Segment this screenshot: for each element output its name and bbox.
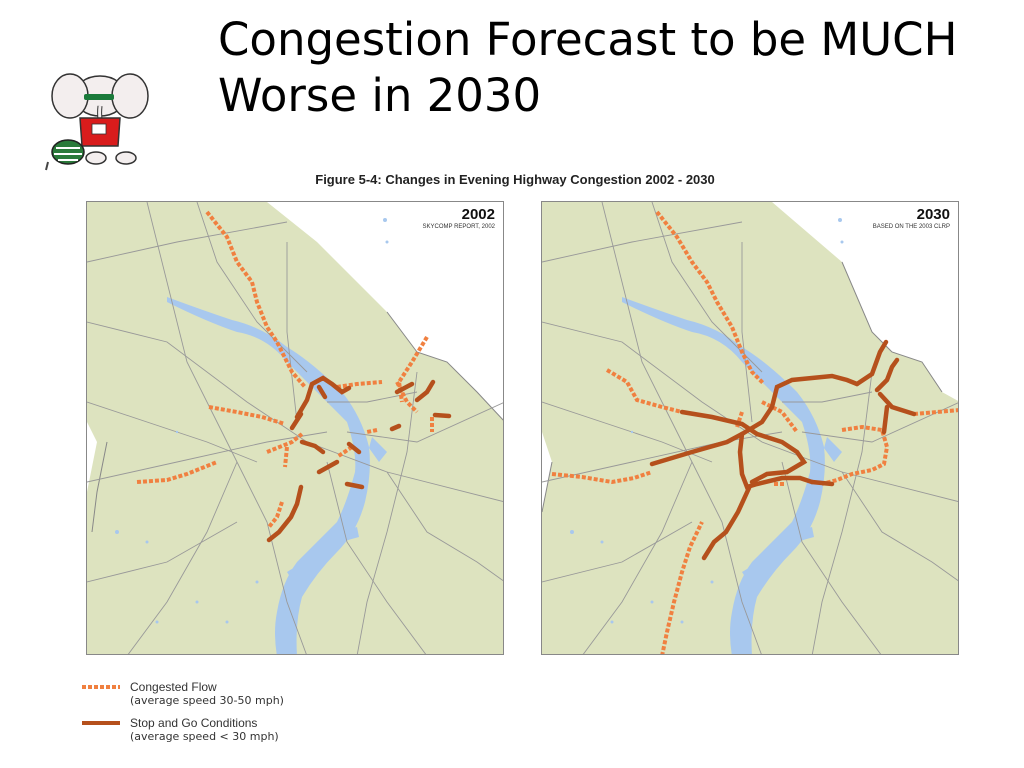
slide-title-line-2: Worse in 2030 [218, 69, 542, 122]
panel-source-2030: BASED ON THE 2003 CLRP [872, 224, 950, 230]
legend-detail-congested-flow: (average speed 30-50 mph) [130, 694, 284, 707]
figure-caption: Figure 5-4: Changes in Evening Highway C… [315, 172, 715, 187]
congested-flow-segments [551, 210, 958, 654]
slide-title-line-1: Congestion Forecast to be MUCH [218, 13, 958, 66]
legend-detail-stop-and-go: (average speed < 30 mph) [130, 730, 279, 743]
map-panel-2030: 2030 BASED ON THE 2003 CLRP [541, 201, 959, 655]
land-area [87, 202, 503, 654]
river-potomac [622, 297, 825, 654]
panel-year-2002: 2002 [461, 206, 495, 223]
map-legend: Congested Flow (average speed 30-50 mph)… [78, 676, 318, 758]
map-2002-svg [87, 202, 503, 654]
congested-flow-segments [136, 210, 434, 529]
map-2030-svg [542, 202, 958, 654]
legend-label-congested-flow: Congested Flow [130, 680, 217, 694]
slide-title: Congestion Forecast to be MUCH Worse in … [218, 12, 1008, 124]
stop-and-go-segments [266, 375, 452, 543]
panel-year-2030: 2030 [916, 206, 950, 223]
map-panel-2002: 2002 SKYCOMP REPORT, 2002 [86, 201, 504, 655]
panel-source-2002: SKYCOMP REPORT, 2002 [422, 224, 495, 230]
elephant-mascot-logo [40, 66, 158, 174]
congested-flow-swatch [82, 685, 120, 689]
stop-and-go-segments [649, 339, 917, 561]
stop-and-go-swatch [82, 721, 120, 725]
legend-label-stop-and-go: Stop and Go Conditions [130, 716, 258, 730]
